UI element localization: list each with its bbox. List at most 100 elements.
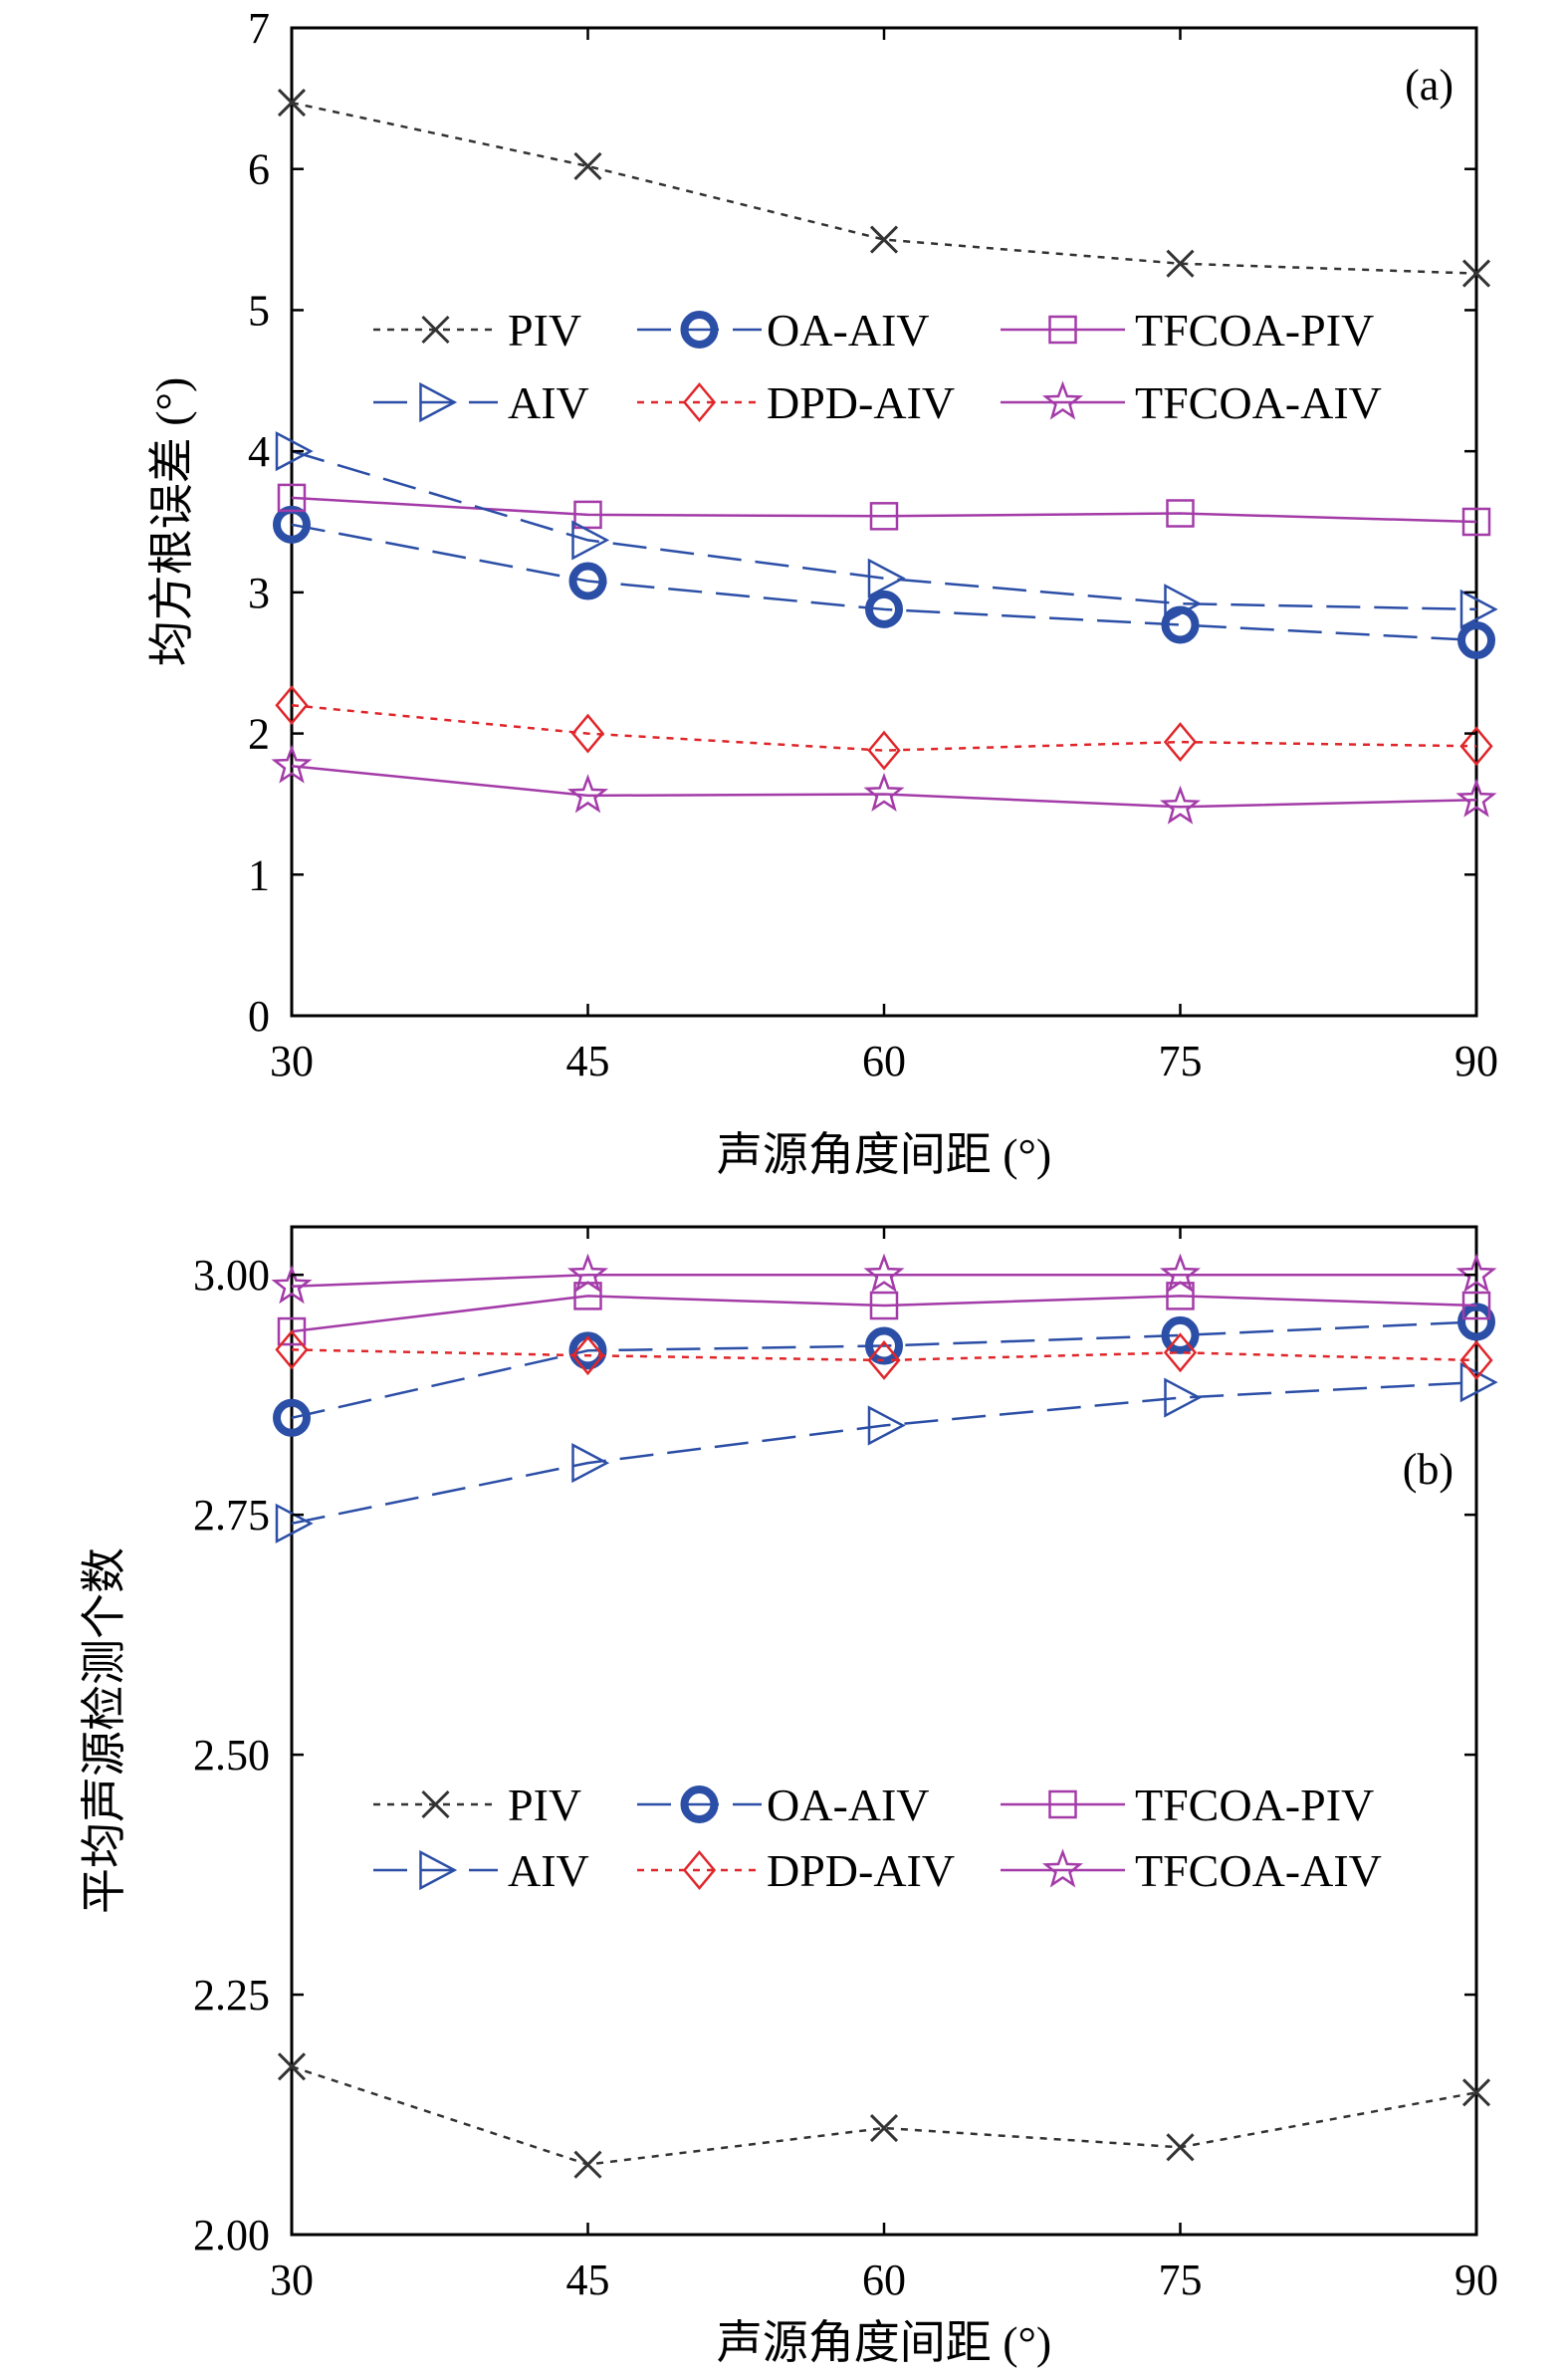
series-piv-a [277,89,1491,288]
series-piv-b-marker-2 [869,2113,899,2143]
series-piv-b-marker-3 [1166,2133,1195,2162]
legend-item-tfcoa-aiv-b-marker-0 [1041,1848,1084,1888]
series-layer-a [271,89,1498,825]
series-dpd-aiv-b [275,1329,1493,1380]
series-tfcoa-piv-a-marker-4 [1461,507,1491,537]
y-tick-label-a-0: 0 [248,992,270,1041]
series-piv-a-marker-2 [869,225,899,254]
legend-item-oa-aiv-b-label: OA-AIV [767,1780,930,1830]
legend-item-tfcoa-aiv-a-marker-0 [1041,380,1084,420]
series-piv-a-marker-3 [1166,249,1195,278]
x-tick-label-a-3: 75 [1159,1037,1203,1085]
x-tick-label-b-3: 75 [1159,2256,1203,2304]
series-tfcoa-piv-a-marker-2 [869,502,899,531]
legend-a: PIV OA-AIV TFCOA-PIV AIV DPD-AIV TFCOA-AIV [373,305,1382,428]
series-tfcoa-aiv-a-marker-1 [566,774,609,814]
series-tfcoa-aiv-a-line [291,764,1477,809]
series-piv-b [277,2052,1491,2179]
series-oa-aiv-b-marker-3 [1161,1315,1200,1354]
legend-item-piv-a: PIV [373,305,581,356]
series-oa-aiv-b-marker-0 [273,1398,311,1437]
legend-item-oa-aiv-a-label: OA-AIV [767,305,930,356]
series-tfcoa-piv-b-marker-0 [277,1316,307,1346]
series-tfcoa-aiv-a [271,744,1497,825]
legend-item-tfcoa-piv-a: TFCOA-PIV [1001,305,1374,356]
series-tfcoa-aiv-a-marker-0 [271,744,313,784]
series-dpd-aiv-a-marker-2 [867,730,901,771]
series-tfcoa-piv-b-line [291,1295,1477,1333]
series-tfcoa-aiv-b-marker-0 [271,1265,313,1305]
legend-item-tfcoa-piv-a-label: TFCOA-PIV [1135,305,1374,356]
legend-item-tfcoa-aiv-a-label: TFCOA-AIV [1135,377,1382,428]
series-dpd-aiv-a-marker-3 [1163,722,1198,763]
legend-item-piv-b-marker-0 [421,1789,450,1819]
series-oa-aiv-b-marker-2 [865,1326,903,1365]
series-oa-aiv-b-marker-4 [1457,1303,1495,1341]
legend-item-aiv-a-marker-0 [419,381,458,423]
legend-item-dpd-aiv-a-marker-0 [682,382,717,422]
legend-item-tfcoa-piv-a-marker-0 [1048,315,1077,345]
series-dpd-aiv-a [275,685,1493,771]
ticks-layer-b: 30 45 60 75 90 2.00 2.25 2.50 2.75 3.00 [193,1227,1498,2304]
y-tick-label-a-7: 7 [248,4,270,53]
series-tfcoa-piv-a-marker-0 [277,483,307,513]
series-aiv-a-marker-1 [571,520,610,561]
legend-item-aiv-b-marker-0 [419,1849,458,1891]
series-dpd-aiv-b-marker-2 [867,1340,901,1380]
series-tfcoa-piv-a-marker-3 [1166,499,1195,528]
series-dpd-aiv-b-marker-4 [1459,1340,1493,1380]
series-tfcoa-aiv-b [271,1253,1497,1305]
series-oa-aiv-a-marker-4 [1457,621,1495,660]
series-aiv-a [275,431,1498,629]
y-tick-label-a-2: 2 [248,710,270,759]
x-tick-label-a-4: 90 [1455,1037,1498,1085]
series-tfcoa-aiv-a-marker-4 [1456,778,1497,818]
series-oa-aiv-a-line [291,523,1477,642]
series-piv-b-marker-4 [1461,2078,1491,2107]
series-tfcoa-aiv-b-marker-1 [566,1253,609,1293]
y-tick-label-a-6: 6 [248,145,270,194]
legend-item-tfcoa-piv-b-label: TFCOA-PIV [1135,1780,1374,1830]
series-tfcoa-piv-b-marker-4 [1461,1291,1491,1320]
series-tfcoa-aiv-b-line [291,1273,1476,1289]
y-axis-label-b: 平均声源检测个数 [79,1547,129,1914]
series-tfcoa-aiv-a-marker-3 [1159,785,1202,825]
legend-item-tfcoa-piv-b: TFCOA-PIV [1001,1780,1374,1830]
series-piv-a-line [291,101,1477,275]
series-oa-aiv-a-marker-1 [568,562,607,600]
y-tick-label-b-2: 2.50 [193,1731,270,1780]
legend-item-oa-aiv-b-marker-0 [680,1785,719,1823]
legend-item-dpd-aiv-b: DPD-AIV [637,1845,955,1896]
series-dpd-aiv-b-marker-3 [1163,1332,1198,1373]
x-tick-label-a-0: 30 [270,1037,314,1085]
series-piv-b-line [291,2065,1477,2166]
series-tfcoa-aiv-a-marker-2 [863,772,905,813]
series-oa-aiv-b [273,1303,1495,1437]
series-piv-b-marker-1 [573,2150,602,2179]
legend-b: PIV OA-AIV TFCOA-PIV AIV DPD-AIV TFCOA-AIV [373,1780,1382,1896]
x-tick-label-a-2: 60 [862,1037,906,1085]
series-piv-a-marker-1 [573,151,602,180]
legend-item-oa-aiv-a-marker-0 [680,311,719,349]
y-tick-label-b-4: 3.00 [193,1251,270,1300]
legend-item-tfcoa-piv-b-marker-0 [1048,1789,1077,1819]
series-aiv-a-marker-3 [1164,584,1203,624]
panel-label-b: (b) [1403,1445,1454,1494]
series-oa-aiv-a [273,505,1495,660]
series-dpd-aiv-b-marker-1 [570,1335,605,1376]
series-oa-aiv-b-line [291,1320,1477,1420]
series-piv-b-marker-0 [277,2052,307,2081]
legend-item-piv-a-marker-0 [421,315,450,345]
series-dpd-aiv-a-line [291,703,1477,752]
series-tfcoa-aiv-b-marker-3 [1159,1253,1202,1293]
series-tfcoa-aiv-b-marker-4 [1456,1253,1497,1293]
series-tfcoa-aiv-b-marker-2 [863,1253,905,1293]
series-aiv-a-marker-0 [275,431,314,472]
legend-item-piv-b: PIV [373,1780,581,1830]
series-aiv-a-marker-4 [1459,589,1498,629]
legend-item-aiv-b: AIV [373,1845,589,1896]
series-dpd-aiv-a-marker-0 [275,685,309,726]
legend-item-aiv-a-label: AIV [508,377,589,428]
